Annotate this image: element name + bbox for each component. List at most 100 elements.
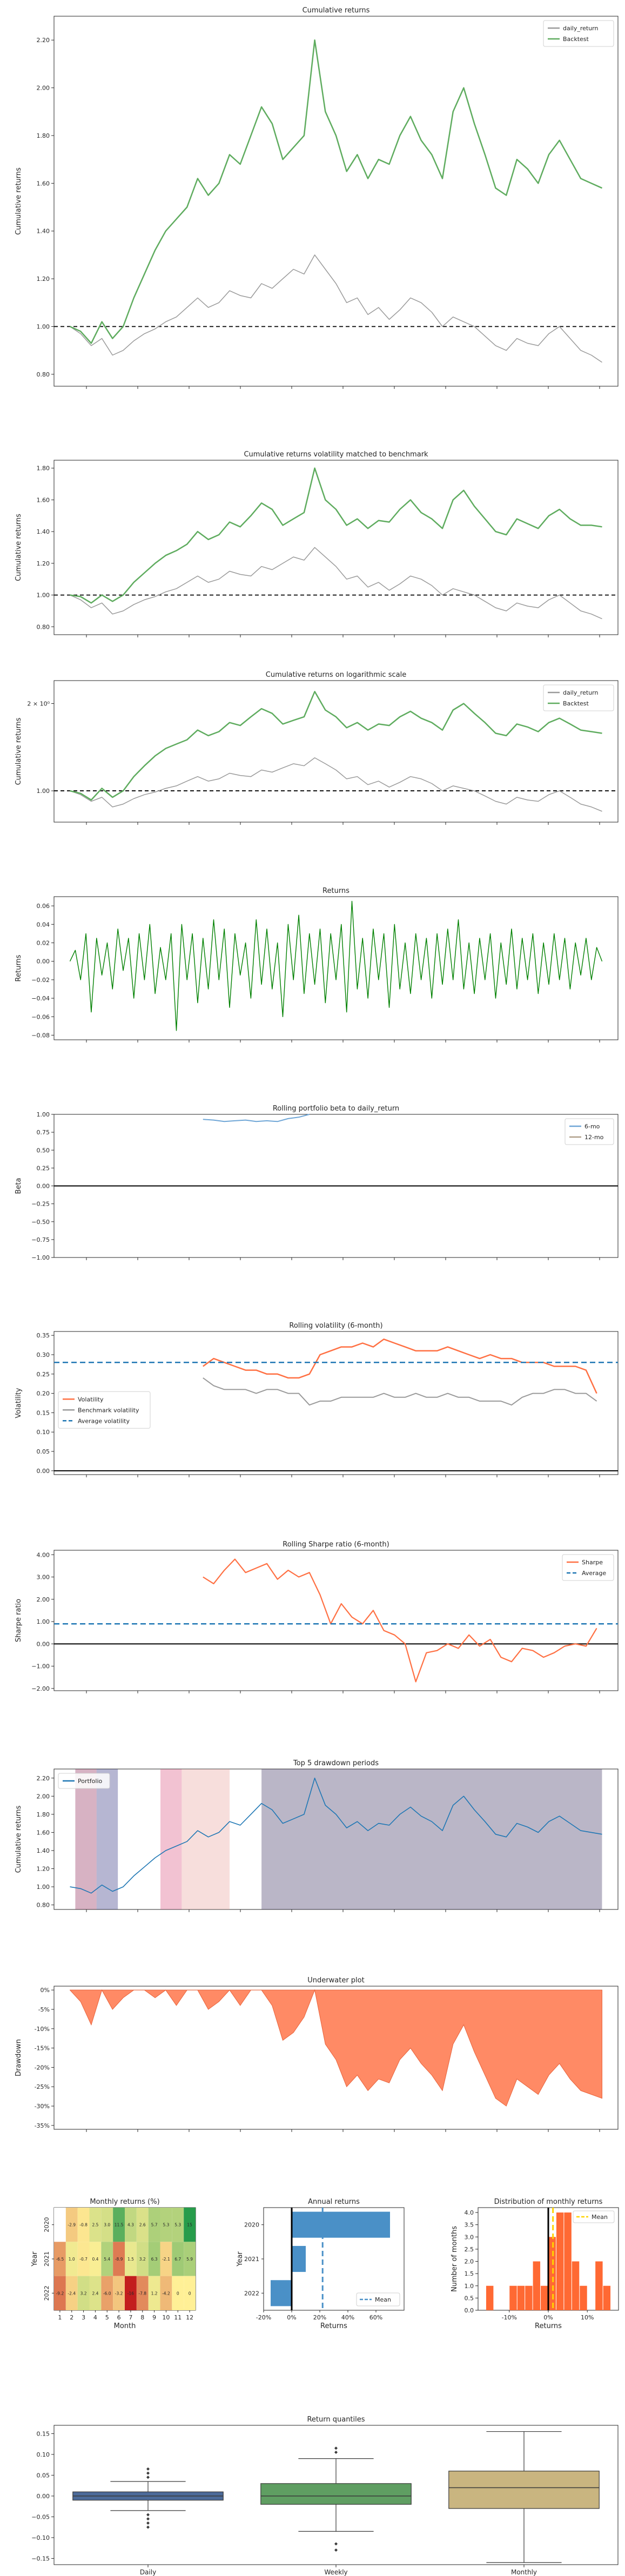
- legend-label: Mean: [375, 2296, 391, 2303]
- y-tick-label: 1.20: [37, 275, 50, 283]
- y-tick-label: 0.0: [465, 2307, 474, 2314]
- y-tick-label: 2.5: [465, 2246, 474, 2253]
- x-tick-label: 7: [129, 2314, 132, 2321]
- series-line: [69, 39, 603, 344]
- y-tick-label: 0.25: [37, 1371, 50, 1378]
- y-tick-label: −1.00: [31, 1663, 50, 1670]
- heatmap-cell-label: 0: [189, 2291, 191, 2296]
- heatmap-cell: [160, 2208, 172, 2242]
- y-tick-label: −0.10: [31, 2534, 50, 2541]
- y-tick-label: 0%: [41, 1987, 50, 1994]
- y-tick-label: −0.04: [31, 995, 50, 1002]
- y-tick-label: 1.00: [37, 1618, 50, 1625]
- series-line: [70, 254, 602, 363]
- x-tick-label: 2: [70, 2314, 73, 2321]
- chart-title: Return quantiles: [307, 2416, 365, 2424]
- y-axis-label: Sharpe ratio: [15, 1599, 23, 1642]
- heatmap-cell: [172, 2208, 184, 2242]
- legend-label: Sharpe: [582, 1559, 603, 1566]
- y-tick-label: −0.06: [31, 1013, 50, 1020]
- heatmap-cell: [125, 2208, 137, 2242]
- heatmap-cell-label: 3.2: [139, 2257, 146, 2262]
- y-tick-label: 1.00: [37, 1111, 50, 1118]
- legend: daily_return Backtest: [543, 20, 614, 47]
- legend: Volatility Benchmark volatility Average vo…: [58, 1391, 151, 1429]
- x-tick-label: 6: [117, 2314, 121, 2321]
- legend-label: daily_return: [563, 689, 599, 696]
- y-tick-label: -20%: [35, 2064, 50, 2071]
- hist-bar: [486, 2285, 494, 2310]
- chart-title: Underwater plot: [307, 1976, 364, 1985]
- y-tick-label: -10%: [35, 2026, 50, 2033]
- y-tick-label: 1.60: [37, 1829, 50, 1836]
- annual-bar: [271, 2280, 292, 2306]
- y-axis-label: Drawdown: [15, 2039, 23, 2076]
- heatmap-cell-label: 5.3: [163, 2223, 169, 2228]
- x-tick-label: Daily: [140, 2568, 156, 2576]
- plot-frame: [53, 460, 619, 635]
- chart-title: Monthly returns (%): [90, 2198, 159, 2206]
- y-tick-label: 0.5: [465, 2295, 474, 2302]
- heatmap-cell: [160, 2242, 172, 2276]
- legend-label: Backtest: [563, 36, 589, 43]
- y-tick-label: 0.20: [37, 1390, 50, 1397]
- heatmap-cell: [184, 2208, 196, 2242]
- heatmap-cell-label: 5.7: [151, 2223, 158, 2228]
- heatmap-cell-label: 5.3: [174, 2223, 181, 2228]
- heatmap-cell-label: -2.4: [68, 2291, 76, 2296]
- heatmap-cell-label: -0.7: [79, 2257, 88, 2262]
- legend-label: daily_return: [563, 25, 599, 32]
- heatmap-cell-label: -0.8: [79, 2223, 88, 2228]
- y-tick-label: 4.0: [465, 2209, 474, 2216]
- heatmap-cell-label: 1.2: [151, 2291, 158, 2296]
- series-line: [203, 1377, 597, 1406]
- y-axis-label: Cumulative returns: [15, 717, 23, 785]
- y-tick-label: 1.5: [465, 2270, 474, 2277]
- x-axis-label: Returns: [320, 2322, 347, 2330]
- heatmap-cell: [184, 2276, 196, 2310]
- legend-box: [356, 2292, 400, 2306]
- y-tick-label: 0.02: [37, 939, 50, 946]
- y-tick-label: 0.80: [37, 623, 50, 630]
- heatmap-cell-label: -2.9: [68, 2223, 76, 2228]
- y-tick-label: 0.00: [37, 1183, 50, 1190]
- y-tick-label: 2.00: [37, 85, 50, 92]
- heatmap-cell-label: 2.4: [92, 2291, 98, 2296]
- heatmap-cell: [89, 2242, 102, 2276]
- y-tick-label: −0.25: [31, 1201, 50, 1208]
- heatmap-cell-label: 2.6: [139, 2223, 146, 2228]
- legend-label: Average: [582, 1570, 606, 1577]
- heatmap-cell: [89, 2276, 102, 2310]
- hist-bar: [572, 2261, 580, 2310]
- x-tick-label: 20%: [313, 2314, 326, 2321]
- heatmap-cell: [101, 2242, 113, 2276]
- underwater-area: [69, 1989, 603, 2107]
- heatmap-cell: [65, 2242, 78, 2276]
- y-tick-label: −0.50: [31, 1219, 50, 1226]
- legend: Mean: [356, 2292, 400, 2306]
- flier: [334, 2451, 338, 2454]
- x-tick-label: 40%: [341, 2314, 354, 2321]
- y-tick-label: 1.60: [37, 496, 50, 503]
- y-tick-label: 1.00: [37, 592, 50, 599]
- chart-cumlog: Cumulative returns on logarithmic scale 1…: [15, 671, 619, 825]
- chart-hist: Distribution of monthly returns 0.0 0.5 1.0…: [451, 2198, 619, 2330]
- heatmap-cell-label: 5.9: [186, 2257, 193, 2262]
- y-tick-label: 1.60: [37, 180, 50, 187]
- hist-bar: [525, 2285, 533, 2310]
- x-tick-label: Weekly: [324, 2568, 347, 2576]
- hist-bar: [595, 2261, 603, 2310]
- hist-bar: [564, 2212, 572, 2310]
- chart-title: Distribution of monthly returns: [494, 2198, 603, 2206]
- y-axis-label: Volatility: [15, 1388, 23, 1418]
- heatmap-cell: [77, 2208, 90, 2242]
- heatmap-cell: [54, 2242, 66, 2276]
- heatmap-cell: [136, 2208, 149, 2242]
- legend-box: [543, 684, 614, 711]
- heatmap-cell: [148, 2242, 160, 2276]
- x-tick-label: 8: [140, 2314, 144, 2321]
- x-tick-label: 60%: [369, 2314, 382, 2321]
- heatmap-cell-label: -6.5: [56, 2257, 64, 2262]
- flier: [334, 2548, 338, 2552]
